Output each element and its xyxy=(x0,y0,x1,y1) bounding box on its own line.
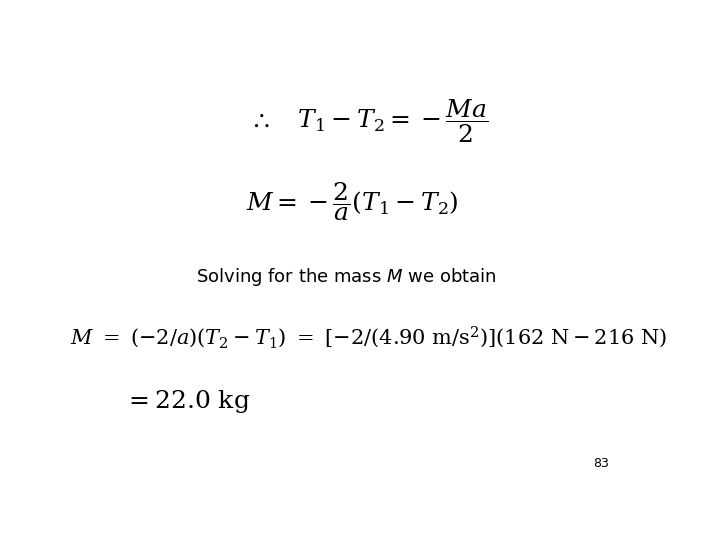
Text: $=22.0\ \mathrm{kg}$: $=22.0\ \mathrm{kg}$ xyxy=(125,388,251,415)
Text: $M = -\dfrac{2}{a}(T_1 - T_2)$: $M = -\dfrac{2}{a}(T_1 - T_2)$ xyxy=(246,180,459,224)
Text: $\mathit{M}\ =\ (\mathit{-}2/\mathit{a})(\mathit{T}_2 - \mathit{T}_1)\ =\ [-2/(4: $\mathit{M}\ =\ (\mathit{-}2/\mathit{a})… xyxy=(71,324,667,350)
Text: 83: 83 xyxy=(593,457,608,470)
Text: Solving for the mass $\mathit{M}$ we obtain: Solving for the mass $\mathit{M}$ we obt… xyxy=(197,266,497,288)
Text: $\therefore \quad T_1 - T_2 = -\dfrac{Ma}{2}$: $\therefore \quad T_1 - T_2 = -\dfrac{Ma… xyxy=(249,97,489,145)
